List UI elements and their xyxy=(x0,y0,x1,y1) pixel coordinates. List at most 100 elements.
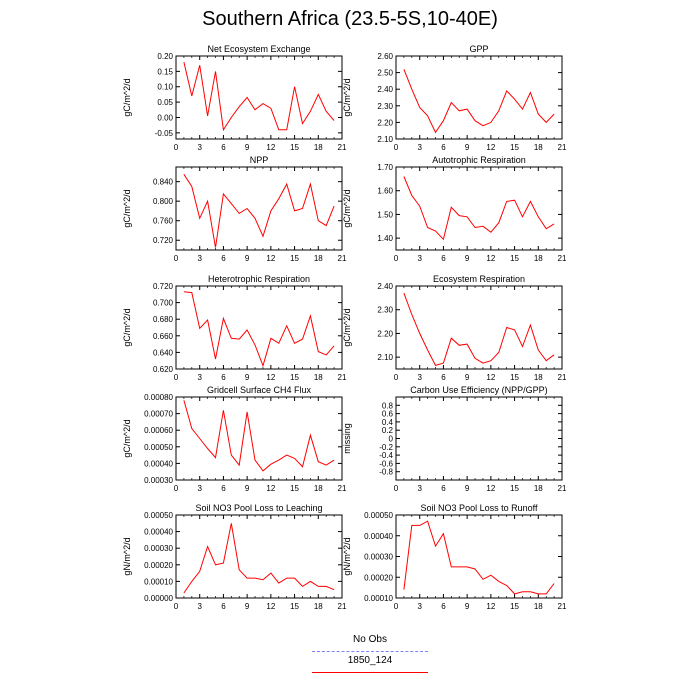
y-tick-label: 0.00010 xyxy=(144,577,173,586)
y-tick-label: 0.00030 xyxy=(144,476,173,485)
y-tick-label: 0.00060 xyxy=(144,426,173,435)
series-line-0 xyxy=(403,176,555,241)
x-tick-label: 18 xyxy=(314,602,323,611)
legend-label-model: 1850_124 xyxy=(347,655,393,666)
x-tick-label: 21 xyxy=(338,143,347,152)
x-tick-label: 15 xyxy=(290,254,299,263)
y-tick-label: -0.8 xyxy=(379,468,393,477)
x-tick-label: 3 xyxy=(197,254,202,263)
y-tick-label: 1.40 xyxy=(377,234,393,243)
plot-frame xyxy=(395,166,563,251)
y-tick-label: 0.00000 xyxy=(144,594,173,603)
plot-6: Gridcell Surface CH4 Flux gC/m^2/d 0 3 6 9 12 1… xyxy=(122,385,347,493)
legend-line-model xyxy=(312,672,428,673)
y-tick-label: 0.00050 xyxy=(144,511,173,520)
y-tick-label: 0.700 xyxy=(153,299,174,308)
plot-4: Heterotrophic Respiration gC/m^2/d 0 3 6 9 12 1… xyxy=(122,274,347,382)
y-tick-label: 0.720 xyxy=(153,282,174,291)
x-tick-label: 3 xyxy=(417,143,422,152)
x-tick-label: 18 xyxy=(314,143,323,152)
x-tick-label: 9 xyxy=(245,143,250,152)
y-tick-label: 1.70 xyxy=(377,163,393,172)
x-tick-label: 0 xyxy=(174,143,179,152)
y-tick-label: 2.40 xyxy=(377,282,393,291)
y-tick-label: 0.00030 xyxy=(364,553,393,562)
plot-2: NPP gC/m^2/d 0 3 6 9 12 15 18 21 0.720 0.760 0.800 0.… xyxy=(122,155,347,263)
x-tick-label: 12 xyxy=(486,254,495,263)
plot-frame xyxy=(175,285,343,370)
y-tick-label: 2.60 xyxy=(377,52,393,61)
x-tick-label: 12 xyxy=(266,602,275,611)
plot-8: Soil NO3 Pool Loss to Leaching gN/m^2/d 0 3… xyxy=(122,503,347,611)
plot-frame xyxy=(175,55,343,140)
plot-5: Ecosystem Respiration gC/m^2/d 0 3 6 9 12 15 18 2… xyxy=(342,274,567,382)
plot-frame xyxy=(395,514,563,599)
x-tick-label: 21 xyxy=(558,143,567,152)
x-tick-label: 12 xyxy=(486,143,495,152)
y-tick-label: 0.800 xyxy=(153,197,174,206)
y-tick-label: 0.00080 xyxy=(144,393,173,402)
x-tick-label: 3 xyxy=(197,373,202,382)
x-tick-label: 15 xyxy=(510,484,519,493)
y-tick-label: 0.660 xyxy=(153,332,174,341)
x-tick-label: 3 xyxy=(417,373,422,382)
y-tick-label: 0.15 xyxy=(157,67,173,76)
x-tick-label: 3 xyxy=(197,602,202,611)
x-tick-label: 12 xyxy=(486,373,495,382)
y-tick-label: 0.2 xyxy=(382,426,394,435)
y-tick-label: 2.10 xyxy=(377,135,393,144)
y-tick-label: 0.20 xyxy=(157,52,173,61)
y-tick-label: 0.00040 xyxy=(144,528,173,537)
y-axis-label: missing xyxy=(342,423,352,454)
y-tick-label: 0.00010 xyxy=(364,594,393,603)
x-tick-label: 9 xyxy=(465,602,470,611)
x-tick-label: 18 xyxy=(534,373,543,382)
x-tick-label: 6 xyxy=(441,254,446,263)
plot-frame xyxy=(175,514,343,599)
plot-title: Soil NO3 Pool Loss to Runoff xyxy=(421,503,538,513)
x-tick-label: 0 xyxy=(394,143,399,152)
y-tick-label: 0.00070 xyxy=(144,410,173,419)
x-tick-label: 9 xyxy=(245,484,250,493)
x-tick-label: 18 xyxy=(534,602,543,611)
plot-title: Ecosystem Respiration xyxy=(433,274,525,284)
series-line-0 xyxy=(183,523,335,594)
x-tick-label: 9 xyxy=(465,254,470,263)
plot-title: Net Ecosystem Exchange xyxy=(207,44,310,54)
y-tick-label: 0.620 xyxy=(153,365,174,374)
x-tick-label: 6 xyxy=(221,484,226,493)
x-tick-label: 6 xyxy=(441,484,446,493)
x-tick-label: 21 xyxy=(338,602,347,611)
y-tick-label: 2.30 xyxy=(377,306,393,315)
plot-3: Autotrophic Respiration gC/m^2/d 0 3 6 9 12 15 1… xyxy=(342,155,567,263)
plot-9: Soil NO3 Pool Loss to Runoff gN/m^2/d 0 3 6 9… xyxy=(342,503,567,611)
series-line-0 xyxy=(183,61,335,132)
plot-title: GPP xyxy=(469,44,488,54)
y-tick-label: -0.6 xyxy=(379,459,393,468)
x-tick-label: 18 xyxy=(314,373,323,382)
y-tick-label: 0.00050 xyxy=(144,443,173,452)
x-tick-label: 9 xyxy=(245,254,250,263)
y-tick-label: -0.2 xyxy=(379,443,393,452)
y-tick-label: 1.50 xyxy=(377,210,393,219)
y-tick-label: 0.00020 xyxy=(364,573,393,582)
plot-title: NPP xyxy=(250,155,269,165)
y-tick-label: 0.720 xyxy=(153,236,174,245)
x-tick-label: 3 xyxy=(417,484,422,493)
x-tick-label: 15 xyxy=(510,373,519,382)
y-tick-label: 1.60 xyxy=(377,187,393,196)
x-tick-label: 9 xyxy=(245,373,250,382)
plot-title: Carbon Use Efficiency (NPP/GPP) xyxy=(410,385,547,395)
page-title: Southern Africa (23.5-5S,10-40E) xyxy=(202,8,498,30)
y-axis-label: gC/m^2/d xyxy=(342,308,352,346)
y-axis-label: gN/m^2/d xyxy=(342,537,352,575)
x-tick-label: 18 xyxy=(534,143,543,152)
plot-frame xyxy=(395,396,563,481)
y-axis-label: gC/m^2/d xyxy=(122,189,132,227)
y-axis-label: gC/m^2/d xyxy=(342,78,352,116)
x-tick-label: 0 xyxy=(174,602,179,611)
y-axis-label: gC/m^2/d xyxy=(122,419,132,457)
x-tick-label: 6 xyxy=(221,254,226,263)
y-tick-label: 2.20 xyxy=(377,329,393,338)
